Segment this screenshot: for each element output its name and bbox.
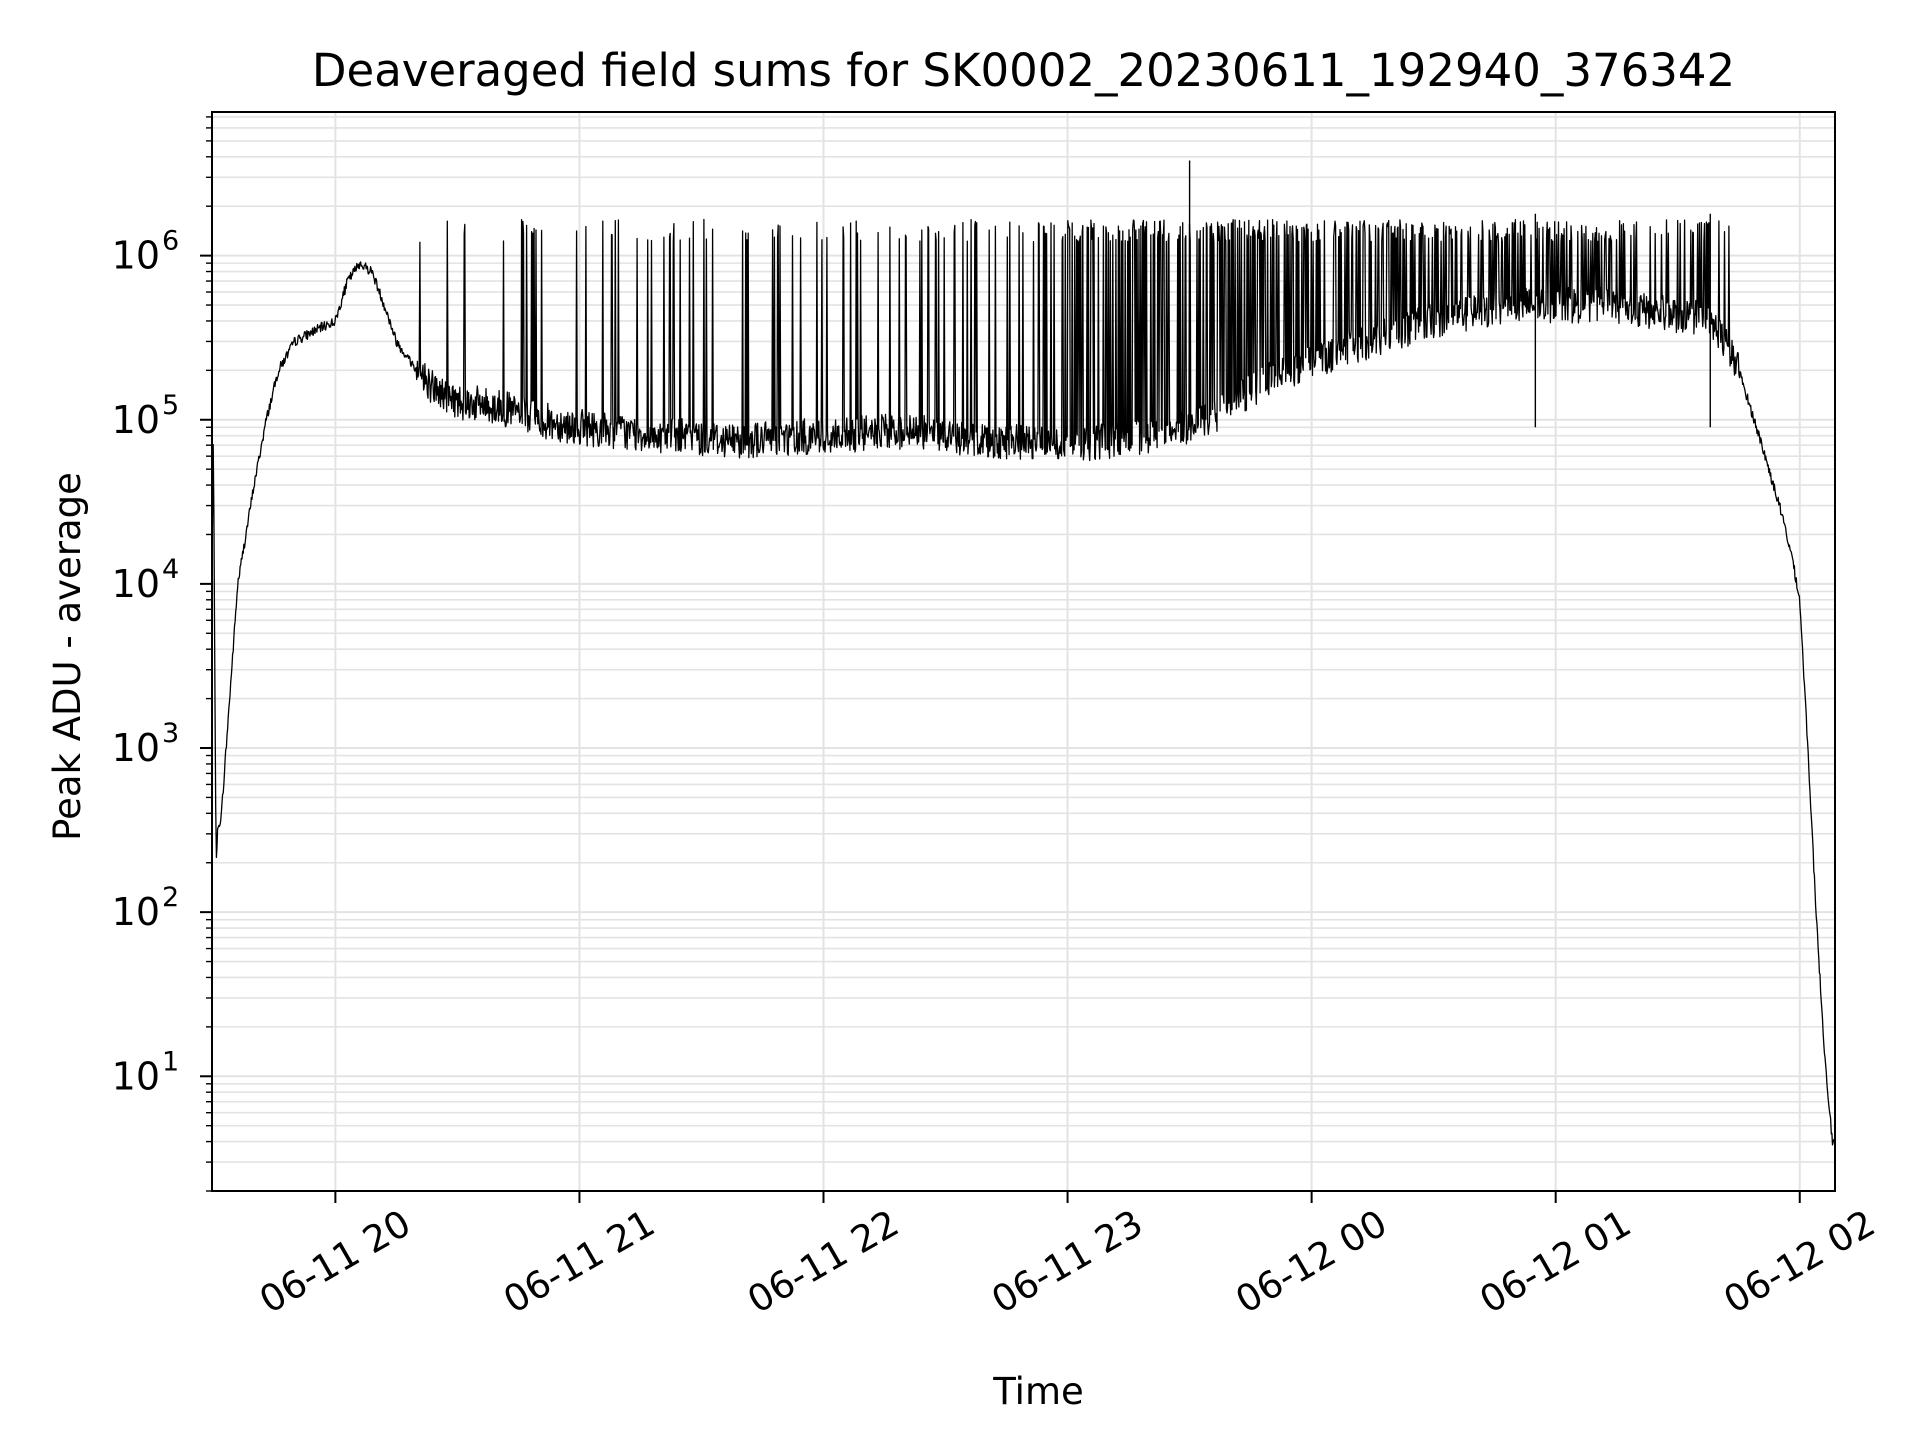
y-tick-label: 10 bbox=[112, 234, 160, 278]
y-tick-label: 10 bbox=[112, 726, 160, 770]
y-axis-label: Peak ADU - average bbox=[46, 472, 89, 841]
data-layer bbox=[211, 160, 1836, 1146]
chart-title: Deaveraged field sums for SK0002_2023061… bbox=[312, 44, 1735, 97]
y-tick-label: 10 bbox=[112, 398, 160, 442]
y-tick-label: 10 bbox=[112, 890, 160, 934]
y-tick-base: 10 bbox=[112, 890, 160, 934]
series-line bbox=[211, 218, 1836, 1146]
x-axis-label: Time bbox=[992, 1370, 1084, 1413]
y-tick-exponent: 4 bbox=[162, 554, 179, 585]
y-tick-exponent: 1 bbox=[162, 1046, 179, 1077]
y-tick-base: 10 bbox=[112, 398, 160, 442]
plot-area-frame bbox=[211, 111, 1836, 1192]
y-tick-base: 10 bbox=[112, 234, 160, 278]
y-tick-exponent: 3 bbox=[162, 718, 179, 749]
y-tick-base: 10 bbox=[112, 726, 160, 770]
y-tick-exponent: 2 bbox=[162, 882, 179, 913]
y-tick-label: 10 bbox=[112, 1054, 160, 1098]
y-tick-exponent: 5 bbox=[162, 390, 179, 421]
y-tick-base: 10 bbox=[112, 1054, 160, 1098]
y-tick-label: 10 bbox=[112, 562, 160, 606]
y-tick-base: 10 bbox=[112, 562, 160, 606]
y-tick-exponent: 6 bbox=[162, 226, 179, 257]
